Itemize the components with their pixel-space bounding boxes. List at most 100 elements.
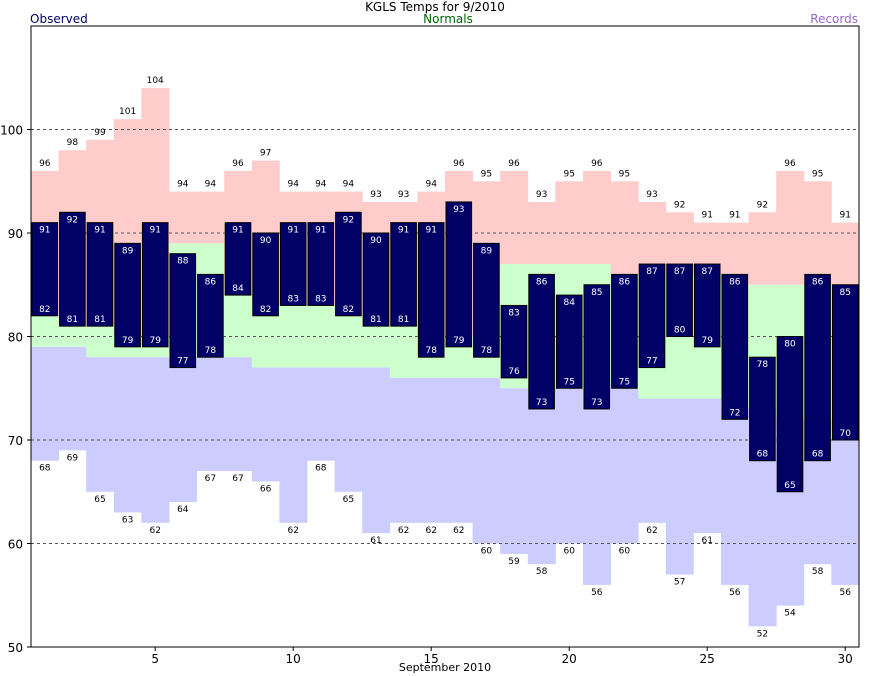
record-low-band	[279, 367, 308, 523]
observed-bar	[169, 253, 197, 369]
record-low-label: 62	[425, 526, 436, 536]
record-high-label: 94	[315, 180, 327, 190]
record-low-label: 54	[784, 609, 796, 619]
observed-low-label: 79	[453, 336, 465, 346]
record-low-label: 65	[94, 495, 105, 505]
observed-bar	[693, 263, 721, 348]
record-high-label: 96	[784, 159, 796, 169]
record-low-label: 60	[481, 547, 493, 557]
record-high-label: 96	[508, 159, 520, 169]
record-low-band	[527, 388, 556, 565]
x-tick-label: 5	[151, 652, 159, 666]
record-high-label: 94	[287, 180, 299, 190]
x-tick-label: 30	[838, 652, 853, 666]
observed-bar	[638, 263, 666, 369]
observed-high-label: 91	[232, 226, 243, 236]
record-high-band	[583, 170, 611, 265]
observed-low-label: 82	[260, 305, 271, 315]
record-low-label: 61	[701, 536, 712, 546]
normal-band	[389, 326, 418, 378]
record-high-band	[500, 170, 529, 265]
observed-high-label: 93	[453, 205, 464, 215]
chart-title: KGLS Temps for 9/2010	[365, 0, 505, 14]
record-low-label: 62	[453, 526, 464, 536]
record-low-band	[389, 377, 418, 523]
record-high-label: 93	[536, 190, 547, 200]
observed-low-label: 68	[757, 450, 769, 460]
observed-bar	[804, 273, 831, 462]
grid-lines	[31, 129, 859, 544]
observed-low-label: 81	[370, 315, 381, 325]
observed-low-label: 78	[425, 346, 437, 356]
record-high-label: 94	[177, 180, 189, 190]
record-low-band	[472, 377, 501, 544]
record-high-label: 98	[67, 138, 79, 148]
normal-band	[362, 326, 391, 368]
observed-high-label: 86	[536, 277, 548, 287]
record-low-label: 62	[287, 526, 298, 536]
y-tick-label: 90	[8, 227, 23, 241]
record-high-label: 97	[260, 149, 271, 159]
observed-low-label: 73	[591, 398, 602, 408]
observed-high-label: 85	[839, 288, 850, 298]
observed-low-label: 75	[563, 377, 574, 387]
observed-bar	[224, 222, 252, 296]
observed-low-label: 78	[205, 346, 217, 356]
record-low-band	[445, 377, 473, 523]
record-low-label: 68	[39, 464, 51, 474]
observed-low-label: 83	[287, 294, 298, 304]
normal-band	[86, 326, 115, 358]
observed-bar	[831, 284, 859, 441]
record-low-label: 56	[729, 588, 741, 598]
observed-bar	[59, 211, 86, 327]
observed-high-label: 90	[260, 236, 272, 246]
observed-bar	[197, 273, 224, 358]
observed-bar	[114, 242, 141, 348]
observed-high-label: 89	[481, 246, 493, 256]
record-low-band	[224, 357, 253, 472]
observed-low-label: 65	[784, 481, 795, 491]
record-low-band	[638, 398, 667, 523]
record-low-band	[196, 357, 225, 472]
observed-bar	[279, 222, 307, 306]
axis-ticks: 50 60 70 80 90 100 5 10 15 20 25 30	[0, 124, 853, 667]
record-low-label: 62	[398, 526, 409, 536]
record-high-label: 101	[119, 107, 136, 117]
x-axis-label: September 2010	[398, 661, 492, 674]
observed-high-label: 88	[177, 257, 189, 267]
record-low-label: 62	[149, 526, 160, 536]
record-low-label: 66	[260, 484, 272, 494]
record-low-band	[113, 357, 142, 513]
record-high-label: 96	[39, 159, 51, 169]
record-low-band	[169, 357, 197, 503]
record-low-label: 61	[370, 536, 381, 546]
observed-low-label: 68	[812, 450, 824, 460]
observed-bar	[335, 211, 362, 317]
observed-high-label: 91	[39, 226, 50, 236]
observed-high-label: 89	[122, 246, 134, 256]
record-low-band	[583, 388, 611, 585]
observed-high-label: 78	[757, 360, 769, 370]
record-high-label: 92	[674, 200, 685, 210]
record-high-label: 94	[343, 180, 355, 190]
observed-bar	[721, 273, 749, 420]
x-tick-label: 15	[424, 652, 439, 666]
observed-low-label: 79	[149, 336, 161, 346]
data-labels: 96 68 91 82 98 69 92 81 99 65 91 81 101 63 89 79 104 62 91…	[39, 76, 851, 639]
record-low-band	[665, 398, 694, 575]
normal-band	[58, 326, 87, 347]
record-high-label: 93	[370, 190, 381, 200]
record-high-label: 92	[757, 200, 768, 210]
observed-bar	[611, 273, 638, 389]
record-low-label: 63	[122, 515, 133, 525]
record-high-label: 96	[591, 159, 603, 169]
observed-high-label: 92	[343, 215, 354, 225]
record-low-label: 68	[315, 464, 327, 474]
record-low-label: 67	[205, 474, 216, 484]
observed-low-label: 77	[177, 357, 188, 367]
record-low-band	[555, 388, 584, 544]
observed-low-label: 79	[122, 336, 134, 346]
record-low-band	[334, 367, 363, 492]
record-high-band	[748, 212, 777, 285]
y-tick-label: 100	[0, 124, 23, 138]
